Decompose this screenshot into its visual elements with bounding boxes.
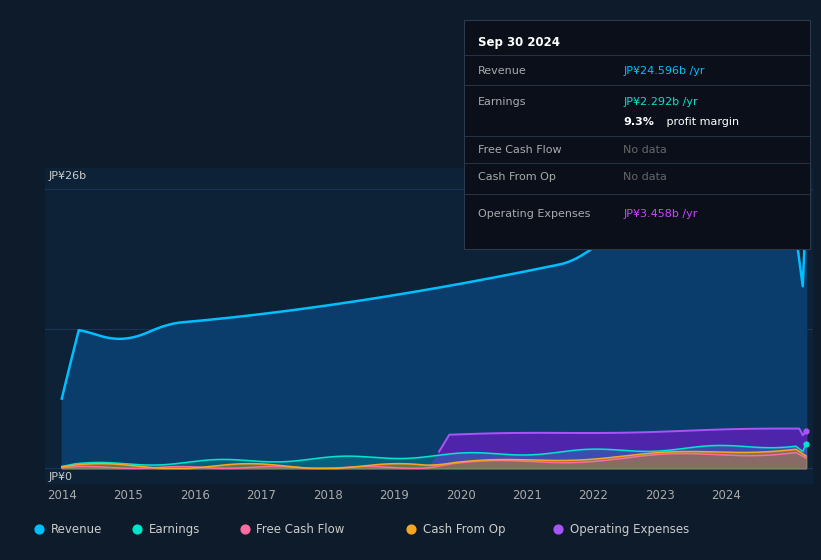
Text: Revenue: Revenue — [478, 66, 526, 76]
Text: Revenue: Revenue — [51, 523, 103, 536]
Text: profit margin: profit margin — [663, 117, 739, 127]
Text: Operating Expenses: Operating Expenses — [570, 523, 689, 536]
Text: JP¥2.292b /yr: JP¥2.292b /yr — [623, 96, 698, 106]
Point — [552, 525, 565, 534]
Text: Cash From Op: Cash From Op — [478, 172, 556, 183]
Text: Sep 30 2024: Sep 30 2024 — [478, 36, 560, 49]
Text: No data: No data — [623, 172, 667, 183]
Text: 9.3%: 9.3% — [623, 117, 654, 127]
Text: Earnings: Earnings — [478, 96, 526, 106]
Text: Free Cash Flow: Free Cash Flow — [256, 523, 345, 536]
Point — [238, 525, 251, 534]
Point — [131, 525, 144, 534]
Text: Operating Expenses: Operating Expenses — [478, 209, 590, 219]
Text: No data: No data — [623, 144, 667, 155]
Text: JP¥0: JP¥0 — [48, 472, 72, 482]
Text: JP¥3.458b /yr: JP¥3.458b /yr — [623, 209, 698, 219]
Text: JP¥26b: JP¥26b — [48, 171, 86, 181]
Point — [33, 525, 46, 534]
Text: Earnings: Earnings — [149, 523, 200, 536]
Point — [405, 525, 418, 534]
Text: Cash From Op: Cash From Op — [423, 523, 505, 536]
Text: Free Cash Flow: Free Cash Flow — [478, 144, 562, 155]
Text: JP¥24.596b /yr: JP¥24.596b /yr — [623, 66, 704, 76]
